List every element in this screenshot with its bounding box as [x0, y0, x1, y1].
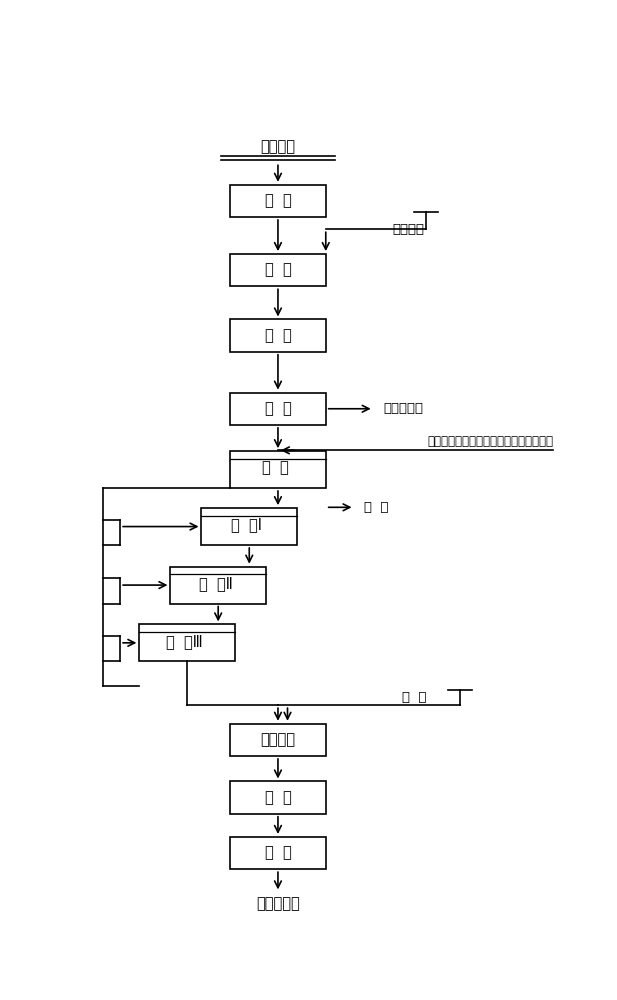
Text: 精  选Ⅰ: 精 选Ⅰ: [231, 518, 262, 533]
Bar: [230, 393, 326, 425]
Text: 调  浆: 调 浆: [265, 263, 291, 278]
Text: 氯化钾成品: 氯化钾成品: [256, 896, 300, 911]
Text: 不溶性矿泥: 不溶性矿泥: [383, 402, 423, 415]
Text: 浮选药剂（抑制剂、捕收剂及起泡剂等）: 浮选药剂（抑制剂、捕收剂及起泡剂等）: [427, 435, 553, 448]
Bar: [201, 508, 297, 545]
Bar: [230, 837, 326, 869]
Bar: [230, 451, 326, 488]
Text: 尾  矿: 尾 矿: [364, 501, 389, 514]
Text: 过  滤: 过 滤: [265, 790, 291, 805]
Bar: [170, 567, 266, 604]
Text: 精  选Ⅱ: 精 选Ⅱ: [199, 576, 233, 591]
Text: 磨  矿: 磨 矿: [265, 328, 291, 343]
Text: 破  碎: 破 碎: [265, 193, 291, 208]
Text: 干  燥: 干 燥: [265, 846, 291, 861]
Text: 钾石盐矿: 钾石盐矿: [260, 139, 296, 154]
Bar: [230, 185, 326, 217]
Bar: [230, 254, 326, 286]
Text: 淡  水: 淡 水: [402, 691, 427, 704]
Text: 饱和卤水: 饱和卤水: [393, 223, 424, 236]
Bar: [230, 319, 326, 352]
Text: 精  选Ⅲ: 精 选Ⅲ: [167, 634, 203, 649]
Bar: [139, 624, 235, 661]
Bar: [230, 724, 326, 756]
Bar: [230, 781, 326, 814]
Text: 粗  选: 粗 选: [262, 461, 289, 476]
Text: 脱  泥: 脱 泥: [265, 401, 291, 416]
Text: 精矿洗涤: 精矿洗涤: [260, 732, 296, 747]
